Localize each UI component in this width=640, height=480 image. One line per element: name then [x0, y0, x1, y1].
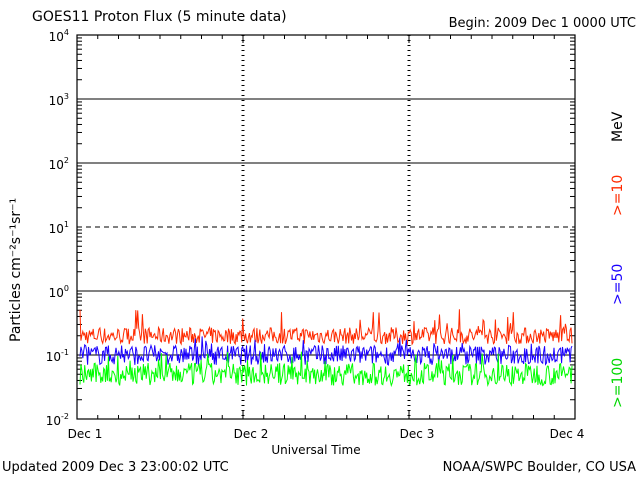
updated-timestamp: Updated 2009 Dec 3 23:00:02 UTC	[2, 460, 229, 475]
series-line-ge100	[79, 351, 573, 388]
x-tick-labels: Dec 1 Dec 2 Dec 3 Dec 4	[68, 427, 585, 441]
series-layer	[79, 309, 573, 388]
series-line-ge50	[79, 336, 573, 366]
legend-ge50: >=50	[610, 263, 626, 305]
x-tick-label: Dec 2	[234, 427, 269, 441]
x-tick-label: Dec 1	[68, 427, 103, 441]
legend-ge10: >=10	[610, 174, 626, 216]
x-axis-label: Universal Time	[271, 443, 360, 457]
y-tick-label: 101	[49, 220, 69, 236]
y-tick-label: 102	[49, 156, 69, 172]
energy-unit-label: MeV	[610, 111, 626, 142]
y-axis-label: Particles cm⁻²s⁻¹sr⁻¹	[8, 197, 24, 342]
y-tick-label: 103	[49, 92, 69, 108]
grid-lines	[76, 35, 576, 419]
plot-frame	[76, 34, 576, 420]
x-tick-label: Dec 3	[400, 427, 435, 441]
chart-title: GOES11 Proton Flux (5 minute data)	[32, 9, 287, 25]
series-line-ge10	[79, 309, 573, 346]
x-tick-label: Dec 4	[550, 427, 585, 441]
y-tick-label: 10-2	[46, 412, 69, 428]
y-tick-label: 104	[49, 28, 69, 44]
begin-time: Begin: 2009 Dec 1 0000 UTC	[448, 16, 636, 31]
y-tick-labels: 10-2 10-1 100 101 102 103 104	[46, 28, 69, 428]
legend-ge100: >=100	[610, 357, 626, 408]
credit-label: NOAA/SWPC Boulder, CO USA	[442, 460, 636, 475]
y-tick-label: 100	[49, 284, 69, 300]
y-tick-label: 10-1	[46, 348, 69, 364]
